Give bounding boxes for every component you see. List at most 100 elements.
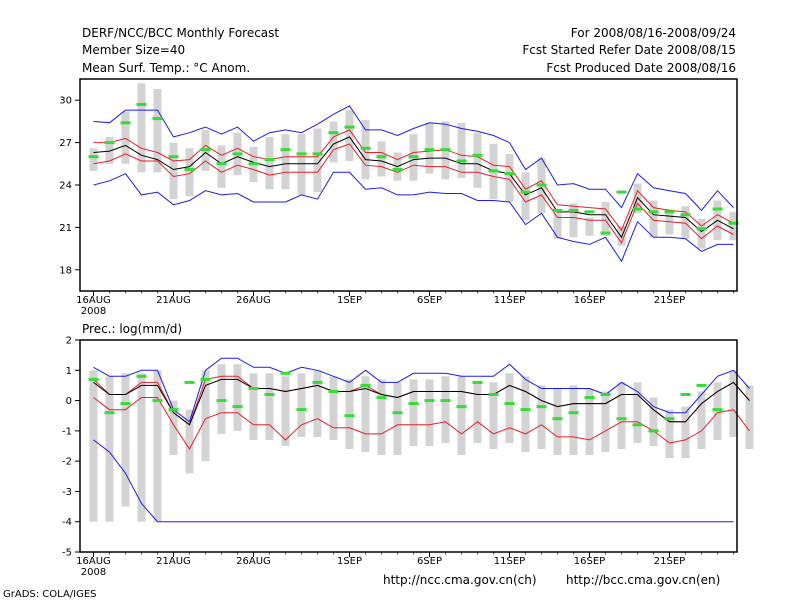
ensemble-box xyxy=(697,218,706,249)
y-tick-label: 1 xyxy=(66,366,72,377)
median-marker xyxy=(536,405,547,409)
median-marker xyxy=(664,417,675,421)
median-marker xyxy=(520,190,531,194)
ensemble-box xyxy=(521,172,530,221)
url-ch-link[interactable]: http://ncc.cma.gov.cn(ch) xyxy=(383,573,537,587)
ensemble-box xyxy=(185,409,194,474)
y-tick-label: -2 xyxy=(62,457,72,468)
ensemble-box xyxy=(745,385,754,450)
ensemble-box xyxy=(217,364,226,434)
median-marker xyxy=(600,393,611,397)
x-tick-label: 1SEP xyxy=(337,295,362,306)
ensemble-box xyxy=(713,382,722,440)
median-marker xyxy=(536,183,547,187)
median-marker xyxy=(648,210,659,214)
url-en-link[interactable]: http://bcc.cma.gov.cn(en) xyxy=(566,573,721,587)
median-marker xyxy=(168,408,179,412)
ensemble-box xyxy=(377,141,386,177)
median-marker xyxy=(104,411,115,415)
median-marker xyxy=(648,429,659,433)
chart-title: DERF/NCC/BCC Monthly Forecast xyxy=(82,26,280,40)
x-tick-label: 21SEP xyxy=(654,556,685,567)
median-marker xyxy=(600,231,611,235)
median-marker xyxy=(504,402,515,406)
ensemble-box xyxy=(345,379,354,450)
ensemble-box xyxy=(553,209,562,239)
median-marker xyxy=(616,190,627,194)
median-marker xyxy=(264,158,275,162)
ensemble-box xyxy=(137,373,146,522)
median-marker xyxy=(680,393,691,397)
series-line-max xyxy=(93,171,734,263)
median-marker xyxy=(360,383,371,387)
series-line-mean xyxy=(93,136,734,239)
ensemble-box xyxy=(665,409,674,459)
median-marker xyxy=(392,167,403,171)
x-tick-label: 6SEP xyxy=(417,295,442,306)
median-marker xyxy=(360,146,371,150)
x-tick-label: 6SEP xyxy=(417,556,442,567)
median-marker xyxy=(568,208,579,212)
ensemble-box xyxy=(265,136,274,190)
median-marker xyxy=(200,377,211,381)
series-line-upper xyxy=(93,143,734,244)
y-tick-label: -5 xyxy=(62,548,72,559)
x-tick-label: 21AUG xyxy=(156,556,191,567)
median-marker xyxy=(344,414,355,418)
ensemble-box xyxy=(617,225,626,246)
x-tick-label: 26AUG xyxy=(236,295,271,306)
ensemble-box xyxy=(137,83,146,173)
median-marker xyxy=(88,377,99,381)
median-marker xyxy=(152,399,163,403)
ensemble-box xyxy=(185,148,194,197)
median-marker xyxy=(696,383,707,387)
ensemble-box xyxy=(729,211,738,241)
y-tick-label: -3 xyxy=(62,487,72,498)
median-marker xyxy=(376,396,387,400)
median-marker xyxy=(184,167,195,171)
x-tick-label: 16SEP xyxy=(574,295,605,306)
median-marker xyxy=(328,389,339,393)
y-tick-label: -1 xyxy=(62,426,72,437)
ensemble-box xyxy=(281,134,290,190)
median-marker xyxy=(440,148,451,152)
ensemble-box xyxy=(105,136,114,164)
median-marker xyxy=(616,417,627,421)
median-marker xyxy=(424,399,435,403)
ensemble-box xyxy=(649,397,658,446)
median-marker xyxy=(664,210,675,214)
ensemble-box xyxy=(569,203,578,238)
ensemble-box xyxy=(601,201,610,236)
x-tick-label: 16AUG xyxy=(76,295,111,306)
y-tick-label: 0 xyxy=(66,396,72,407)
y-tick-label: 2 xyxy=(66,336,72,347)
ensemble-box xyxy=(249,373,258,440)
ensemble-box xyxy=(633,382,642,443)
ensemble-box xyxy=(681,206,690,239)
ensemble-box xyxy=(697,391,706,450)
median-marker xyxy=(472,380,483,384)
ensemble-box xyxy=(457,376,466,456)
median-marker xyxy=(728,221,739,225)
median-marker xyxy=(216,162,227,166)
median-marker xyxy=(424,148,435,152)
ensemble-box xyxy=(121,373,130,507)
ensemble-box xyxy=(409,379,418,446)
x-tick-label: 16SEP xyxy=(574,556,605,567)
series-line-lower xyxy=(93,129,734,232)
median-marker xyxy=(408,155,419,159)
median-marker xyxy=(248,386,259,390)
ensemble-box xyxy=(553,388,562,456)
ensemble-box xyxy=(585,217,594,236)
ensemble-box xyxy=(345,110,354,161)
ensemble-box xyxy=(313,128,322,193)
ensemble-box xyxy=(201,370,210,462)
median-marker xyxy=(296,408,307,412)
x-tick-sublabel: 2008 xyxy=(81,567,106,578)
x-tick-label: 26AUG xyxy=(236,556,271,567)
x-tick-sublabel: 2008 xyxy=(81,306,106,317)
median-marker xyxy=(520,408,531,412)
median-marker xyxy=(232,405,243,409)
